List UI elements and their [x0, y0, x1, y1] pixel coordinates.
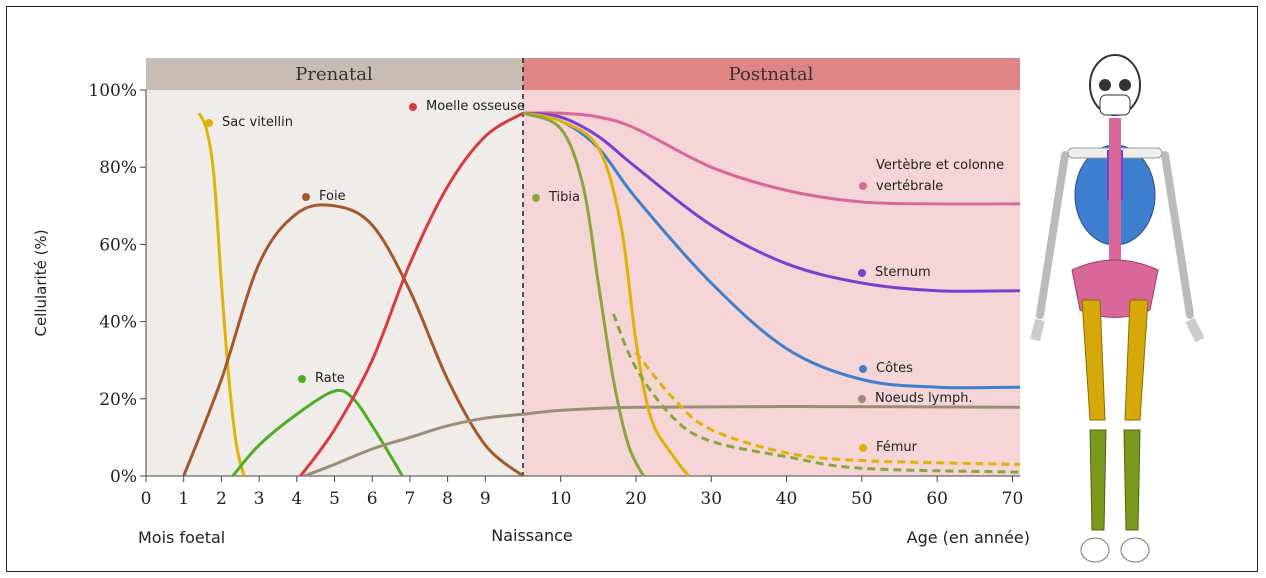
divider-label: Naissance: [491, 526, 572, 545]
legend-label: Foie: [319, 189, 346, 204]
series-line: [197, 112, 246, 477]
x-tick-label: 0: [141, 489, 152, 509]
series-line: [522, 111, 645, 477]
series-line: [522, 405, 1021, 416]
x-tick-label: 7: [404, 489, 415, 509]
series-line: [522, 111, 1021, 390]
x-tick-label: 5: [329, 489, 340, 509]
x-tick-label: 10: [550, 489, 572, 509]
x-tick-label: 8: [442, 489, 453, 509]
legend-label: Fémur: [876, 440, 918, 455]
x-tick-label: 1: [178, 489, 189, 509]
x-tick-label: 30: [700, 489, 722, 509]
series-line: [522, 111, 690, 477]
legend-label: Sac vitellin: [222, 115, 293, 130]
legend-marker: [858, 395, 866, 403]
series-line: [303, 412, 524, 478]
frame: [6, 6, 1258, 572]
x2-axis-label: Age (en année): [907, 528, 1030, 547]
x-tick-label: 3: [254, 489, 265, 509]
x-tick-label: 20: [625, 489, 647, 509]
legend-marker: [298, 375, 306, 383]
legend-label: Vertèbre et colonne vertébrale: [876, 158, 1005, 194]
skeleton: [1030, 54, 1205, 563]
y-tick-label: 100%: [88, 81, 137, 101]
x-axis-label: Mois foetal: [138, 528, 225, 547]
legend-marker: [859, 182, 867, 190]
y-tick-label: 80%: [99, 158, 137, 178]
legend-marker: [858, 269, 866, 277]
y-tick-label: 40%: [99, 313, 137, 333]
x-tick-label: 2: [216, 489, 227, 509]
x-tick-label: 4: [291, 489, 302, 509]
y-tick-label: 20%: [99, 390, 137, 410]
x-tick-label: 40: [776, 489, 798, 509]
x-tick-label: 50: [851, 489, 873, 509]
series-line: [182, 203, 524, 478]
legend-marker: [409, 103, 417, 111]
legend-label: Moelle osseuse: [426, 99, 526, 114]
legend-marker: [859, 444, 867, 452]
legend-label: Tibia: [549, 190, 580, 205]
y-tick-label: 0%: [110, 467, 137, 487]
series-line: [522, 111, 1021, 293]
legend-marker: [205, 119, 213, 127]
y-tick-label: 60%: [99, 235, 137, 255]
x-tick-label: 9: [480, 489, 491, 509]
legend-label: Sternum: [875, 265, 931, 280]
series-line: [522, 111, 1021, 206]
series-line: [299, 111, 524, 477]
x-tick-label: 6: [367, 489, 378, 509]
x-tick-label: 70: [1002, 489, 1024, 509]
legend-label: Noeuds lymph.: [875, 391, 973, 406]
legend-marker: [859, 365, 867, 373]
prenatal-band: [146, 58, 523, 90]
series-line: [634, 351, 1021, 466]
band-label: Postnatal: [729, 64, 814, 85]
legend-marker: [302, 193, 310, 201]
y-axis-label: Cellularité (%): [32, 229, 50, 336]
band-label: Prenatal: [295, 64, 373, 85]
postnatal-panel: [523, 58, 1020, 476]
legend-label: Rate: [315, 371, 345, 386]
series-line: [611, 313, 1021, 474]
legend-label: Côtes: [876, 361, 913, 376]
x-tick-label: 60: [926, 489, 948, 509]
postnatal-band: [523, 58, 1020, 90]
legend-marker: [532, 194, 540, 202]
series-line: [231, 388, 404, 477]
